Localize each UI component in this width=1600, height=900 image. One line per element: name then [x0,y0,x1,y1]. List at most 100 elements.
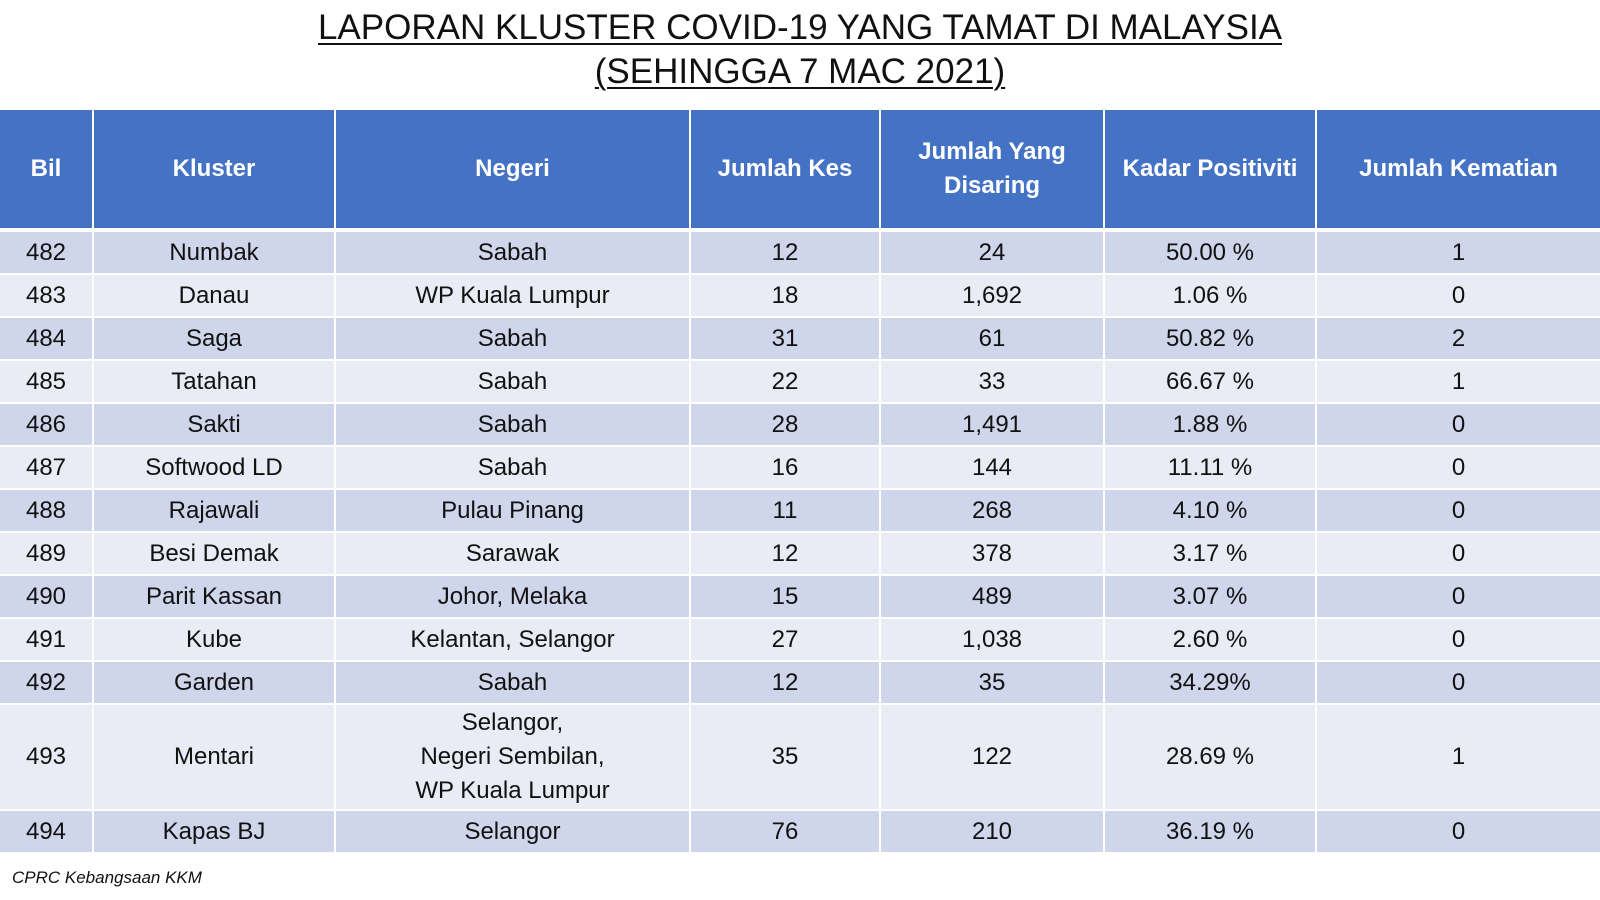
cell-jumlah-disaring: 378 [880,532,1105,576]
table-row: 485 Tatahan Sabah 22 33 66.67 % 1 [0,360,1600,404]
cell-negeri: Selangor [335,810,691,854]
cell-jumlah-disaring: 489 [880,575,1105,619]
cell-bil: 489 [0,532,94,576]
cell-negeri-line: Negeri Sembilan, [420,743,605,770]
cell-kadar-positiviti: 11.11 % [1104,446,1317,490]
cell-kadar-positiviti: 36.19 % [1104,810,1317,854]
cell-negeri: Sabah [335,230,691,275]
cell-negeri: Sabah [335,446,691,490]
cell-negeri: Sabah [335,317,691,361]
cell-jumlah-disaring: 61 [880,317,1105,361]
report-title: LAPORAN KLUSTER COVID-19 YANG TAMAT DI M… [0,6,1600,94]
cell-jumlah-kes: 12 [690,230,881,275]
cell-bil: 488 [0,489,94,533]
cell-jumlah-disaring: 35 [880,661,1105,705]
cell-negeri: Sarawak [335,532,691,576]
table-row: 486 Sakti Sabah 28 1,491 1.88 % 0 [0,403,1600,447]
header-kluster: Kluster [93,110,336,232]
cell-negeri: Sabah [335,403,691,447]
cell-bil: 482 [0,230,94,275]
cell-bil: 483 [0,274,94,318]
cell-kluster: Numbak [93,230,336,275]
header-jumlah-kes: Jumlah Kes [690,110,881,232]
cell-kadar-positiviti: 1.88 % [1104,403,1317,447]
table-row: 484 Saga Sabah 31 61 50.82 % 2 [0,317,1600,361]
cell-kluster: Sakti [93,403,336,447]
cell-jumlah-disaring: 144 [880,446,1105,490]
cell-jumlah-kes: 12 [690,661,881,705]
cell-kluster: Rajawali [93,489,336,533]
table-row: 492 Garden Sabah 12 35 34.29% 0 [0,661,1600,705]
cell-negeri: Sabah [335,661,691,705]
cell-jumlah-kematian: 0 [1316,661,1600,705]
table-row: 490 Parit Kassan Johor, Melaka 15 489 3.… [0,575,1600,619]
cluster-table-container: Bil Kluster Negeri Jumlah Kes Jumlah Yan… [0,110,1600,854]
cell-kluster: Saga [93,317,336,361]
cell-kadar-positiviti: 3.17 % [1104,532,1317,576]
cell-bil: 485 [0,360,94,404]
cell-jumlah-kematian: 1 [1316,230,1600,275]
cell-bil: 492 [0,661,94,705]
cell-kluster: Danau [93,274,336,318]
cell-jumlah-kematian: 0 [1316,403,1600,447]
cell-kluster: Tatahan [93,360,336,404]
cell-kadar-positiviti: 66.67 % [1104,360,1317,404]
cell-jumlah-disaring: 33 [880,360,1105,404]
cell-negeri-line: WP Kuala Lumpur [415,777,610,804]
cell-jumlah-kes: 16 [690,446,881,490]
cell-jumlah-kematian: 0 [1316,446,1600,490]
cell-kluster: Garden [93,661,336,705]
cell-kluster: Besi Demak [93,532,336,576]
table-body: 482 Numbak Sabah 12 24 50.00 % 1 483 Dan… [0,230,1600,854]
cell-jumlah-kes: 15 [690,575,881,619]
header-kadar-positiviti: Kadar Positiviti [1104,110,1317,232]
cell-bil: 484 [0,317,94,361]
cell-kadar-positiviti: 3.07 % [1104,575,1317,619]
report-title-line-1: LAPORAN KLUSTER COVID-19 YANG TAMAT DI M… [317,8,1283,47]
cell-negeri: Johor, Melaka [335,575,691,619]
source-note: CPRC Kebangsaan KKM [12,868,202,887]
cell-jumlah-disaring: 1,692 [880,274,1105,318]
header-bil: Bil [0,110,94,232]
cell-jumlah-disaring: 210 [880,810,1105,854]
cell-jumlah-kes: 22 [690,360,881,404]
cell-jumlah-kematian: 0 [1316,489,1600,533]
cell-bil: 486 [0,403,94,447]
cell-jumlah-kematian: 1 [1316,360,1600,404]
table-row: 488 Rajawali Pulau Pinang 11 268 4.10 % … [0,489,1600,533]
cell-negeri-line: Selangor, [461,709,564,736]
cell-bil: 493 [0,704,94,811]
cell-bil: 494 [0,810,94,854]
cell-kluster: Kapas BJ [93,810,336,854]
cell-jumlah-disaring: 1,491 [880,403,1105,447]
header-jumlah-kematian: Jumlah Kematian [1316,110,1600,232]
cell-jumlah-disaring: 122 [880,704,1105,811]
cell-jumlah-kes: 31 [690,317,881,361]
cell-kadar-positiviti: 2.60 % [1104,618,1317,662]
report-title-line-2: (SEHINGGA 7 MAC 2021) [594,52,1006,91]
cell-jumlah-kes: 18 [690,274,881,318]
cell-negeri: Kelantan, Selangor [335,618,691,662]
cell-jumlah-disaring: 24 [880,230,1105,275]
cell-jumlah-kematian: 0 [1316,532,1600,576]
cell-kadar-positiviti: 1.06 % [1104,274,1317,318]
cluster-table: Bil Kluster Negeri Jumlah Kes Jumlah Yan… [0,110,1600,854]
table-row: 487 Softwood LD Sabah 16 144 11.11 % 0 [0,446,1600,490]
cell-jumlah-disaring: 268 [880,489,1105,533]
cell-kluster: Softwood LD [93,446,336,490]
cell-kadar-positiviti: 50.00 % [1104,230,1317,275]
cell-negeri: Sabah [335,360,691,404]
table-row: 483 Danau WP Kuala Lumpur 18 1,692 1.06 … [0,274,1600,318]
cell-kadar-positiviti: 4.10 % [1104,489,1317,533]
table-row: 489 Besi Demak Sarawak 12 378 3.17 % 0 [0,532,1600,576]
cell-jumlah-kes: 11 [690,489,881,533]
header-negeri: Negeri [335,110,691,232]
cell-bil: 491 [0,618,94,662]
header-jumlah-disaring: Jumlah Yang Disaring [880,110,1105,232]
table-row: 482 Numbak Sabah 12 24 50.00 % 1 [0,230,1600,275]
table-row: 494 Kapas BJ Selangor 76 210 36.19 % 0 [0,810,1600,854]
cell-kluster: Mentari [93,704,336,811]
cell-jumlah-kes: 28 [690,403,881,447]
cell-jumlah-disaring: 1,038 [880,618,1105,662]
cell-jumlah-kematian: 0 [1316,618,1600,662]
